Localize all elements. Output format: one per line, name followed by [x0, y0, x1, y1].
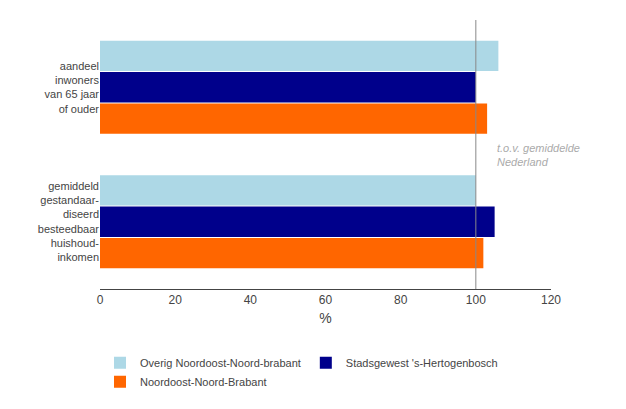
svg-text:Stadsgewest 's-Hertogenbosch: Stadsgewest 's-Hertogenbosch — [346, 357, 498, 369]
svg-text:t.o.v. gemiddeldeNederland: t.o.v. gemiddeldeNederland — [497, 142, 580, 168]
svg-text:40: 40 — [244, 293, 258, 307]
svg-text:80: 80 — [394, 293, 408, 307]
svg-text:Noordoost-Noord-Brabant: Noordoost-Noord-Brabant — [140, 376, 267, 388]
svg-text:gemiddeldgestandaar-diseerdbes: gemiddeldgestandaar-diseerdbesteedbaarhu… — [38, 180, 99, 264]
svg-text:100: 100 — [466, 293, 486, 307]
svg-text:20: 20 — [168, 293, 182, 307]
svg-text:aandeelinwonersvan 65 jaarof o: aandeelinwonersvan 65 jaarof ouder — [45, 60, 100, 115]
svg-text:120: 120 — [541, 293, 561, 307]
svg-text:Overig Noordoost-Noord-brabant: Overig Noordoost-Noord-brabant — [140, 357, 301, 369]
svg-text:60: 60 — [319, 293, 333, 307]
svg-text:%: % — [319, 310, 331, 326]
svg-text:0: 0 — [97, 293, 104, 307]
